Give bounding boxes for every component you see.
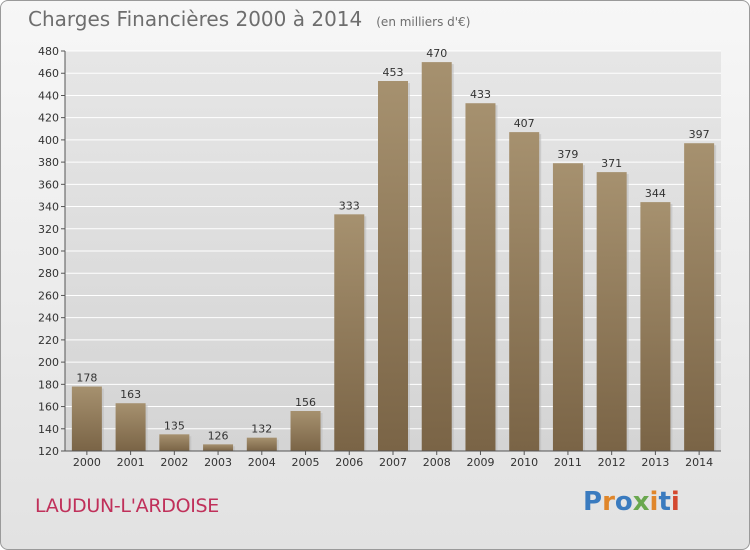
y-tick-label: 160 — [38, 401, 59, 414]
y-tick-label: 300 — [38, 245, 59, 258]
logo-letter: i — [670, 487, 680, 517]
logo-letter: x — [632, 487, 650, 517]
bar — [290, 411, 321, 451]
y-tick-label: 280 — [38, 267, 59, 280]
bar-value-label: 371 — [601, 157, 622, 170]
x-tick-label: 2014 — [685, 456, 713, 469]
bar-value-label: 453 — [383, 66, 404, 79]
x-tick-label: 2002 — [160, 456, 188, 469]
x-tick-label: 2003 — [204, 456, 232, 469]
bar-value-label: 178 — [76, 372, 97, 385]
x-tick-label: 2011 — [554, 456, 582, 469]
x-tick-label: 2013 — [641, 456, 669, 469]
bar-value-label: 344 — [645, 187, 666, 200]
y-tick-label: 380 — [38, 156, 59, 169]
bar — [421, 62, 452, 451]
y-tick-label: 360 — [38, 178, 59, 191]
x-tick-label: 2008 — [423, 456, 451, 469]
x-tick-label: 2010 — [510, 456, 538, 469]
x-tick-label: 2001 — [117, 456, 145, 469]
y-tick-label: 320 — [38, 223, 59, 236]
x-tick-label: 2000 — [73, 456, 101, 469]
y-tick-label: 200 — [38, 356, 59, 369]
logo-letter: i — [649, 487, 659, 517]
bar — [203, 444, 234, 451]
logo-letter: r — [602, 487, 615, 517]
x-tick-label: 2005 — [292, 456, 320, 469]
y-tick-label: 240 — [38, 312, 59, 325]
x-tick-label: 2007 — [379, 456, 407, 469]
x-tick-label: 2004 — [248, 456, 276, 469]
logo-letter: t — [658, 487, 671, 517]
y-tick-label: 180 — [38, 378, 59, 391]
bar — [465, 103, 496, 451]
bar — [115, 403, 146, 451]
bar-value-label: 379 — [557, 148, 578, 161]
y-tick-label: 340 — [38, 201, 59, 214]
bar-value-label: 126 — [208, 429, 229, 442]
y-tick-label: 140 — [38, 423, 59, 436]
bar — [334, 214, 365, 451]
bar — [509, 132, 540, 451]
bar-value-label: 156 — [295, 396, 316, 409]
y-tick-label: 120 — [38, 445, 59, 458]
x-tick-label: 2009 — [466, 456, 494, 469]
chart-subtitle: (en milliers d'€) — [376, 15, 471, 29]
bar — [246, 437, 277, 451]
bar — [159, 434, 190, 451]
logo-letter: P — [583, 487, 603, 517]
chart-title-row: Charges Financières 2000 à 2014 (en milli… — [28, 7, 470, 31]
bar-value-label: 433 — [470, 88, 491, 101]
y-tick-label: 480 — [38, 45, 59, 58]
logo-letter: o — [614, 487, 633, 517]
chart-title: Charges Financières 2000 à 2014 — [28, 7, 363, 31]
bar — [71, 386, 102, 451]
bar-value-label: 333 — [339, 199, 360, 212]
bar-value-label: 163 — [120, 388, 141, 401]
proxiti-logo: Proxiti — [583, 487, 680, 517]
y-tick-label: 460 — [38, 67, 59, 80]
bar-value-label: 135 — [164, 419, 185, 432]
x-tick-label: 2012 — [598, 456, 626, 469]
bar — [378, 81, 408, 451]
bar-value-label: 407 — [514, 117, 535, 130]
bar — [596, 172, 627, 451]
y-tick-label: 220 — [38, 334, 59, 347]
bar-value-label: 397 — [689, 128, 710, 141]
y-tick-label: 440 — [38, 89, 59, 102]
bar-value-label: 470 — [426, 47, 447, 60]
x-tick-label: 2006 — [335, 456, 363, 469]
commune-name: LAUDUN-L'ARDOISE — [35, 495, 219, 517]
y-tick-label: 400 — [38, 134, 59, 147]
y-tick-label: 260 — [38, 289, 59, 302]
bar-value-label: 132 — [251, 423, 272, 436]
y-tick-label: 420 — [38, 112, 59, 125]
bar — [684, 143, 715, 451]
bar — [640, 202, 671, 451]
bar — [552, 163, 583, 451]
